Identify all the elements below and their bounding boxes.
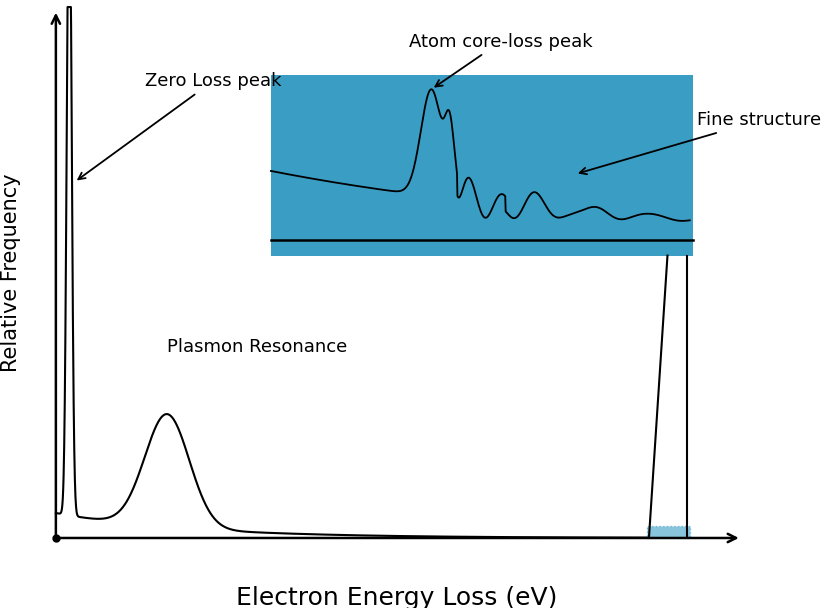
Bar [271,75,693,255]
Text: Atom core-loss peak: Atom core-loss peak [409,33,593,86]
Text: Fine structure: Fine structure [579,111,821,174]
Text: Relative Frequency: Relative Frequency [2,173,22,372]
Text: Plasmon Resonance: Plasmon Resonance [167,337,347,356]
Bar [647,525,691,538]
Text: Zero Loss peak: Zero Loss peak [78,72,281,179]
Text: Electron Energy Loss (eV): Electron Energy Loss (eV) [237,586,558,608]
